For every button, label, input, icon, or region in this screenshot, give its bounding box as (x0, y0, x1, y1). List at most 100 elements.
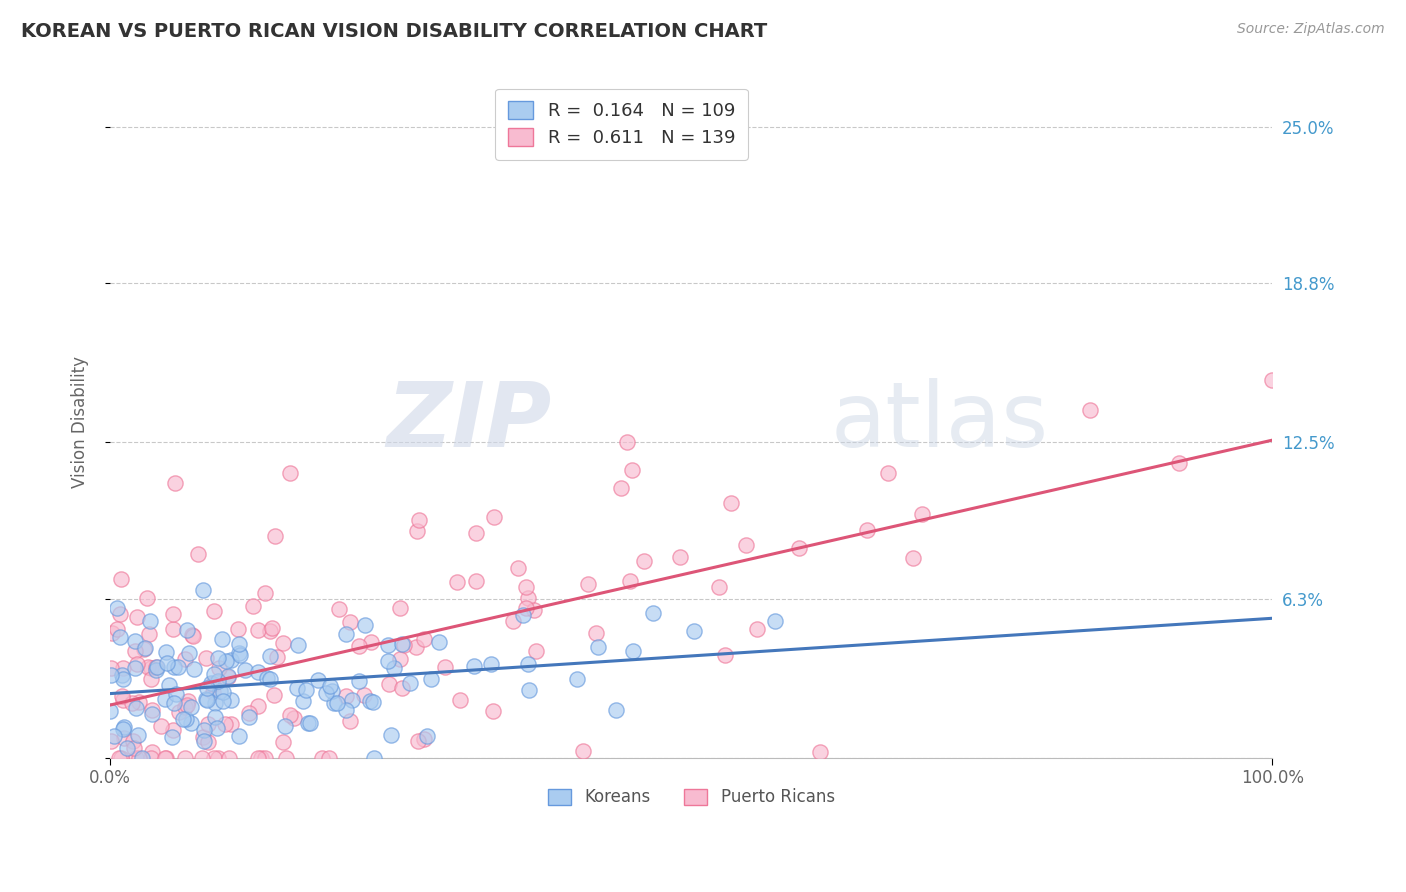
Point (619, 574, 641, 588)
Point (162, 622, 184, 636)
Point (115, 741, 138, 756)
Point (207, 673, 229, 688)
Point (412, 732, 434, 747)
Point (247, 665, 270, 680)
Point (157, 678, 180, 692)
Point (208, 683, 231, 698)
Point (377, 638, 399, 652)
Point (299, 715, 322, 730)
Point (517, 682, 540, 697)
Point (523, 603, 546, 617)
Point (526, 644, 548, 658)
Point (149, 719, 172, 733)
Point (191, 583, 214, 598)
Point (193, 723, 215, 738)
Point (420, 672, 443, 686)
Point (621, 643, 644, 657)
Point (323, 696, 346, 710)
Point (172, 712, 194, 726)
Point (215, 654, 238, 668)
Point (586, 640, 609, 654)
Point (353, 689, 375, 703)
Point (105, 622, 128, 636)
Point (141, 703, 163, 717)
Point (194, 691, 217, 706)
Point (326, 696, 349, 710)
Point (247, 624, 270, 638)
Point (98, 704, 121, 718)
Point (515, 581, 537, 595)
Point (219, 693, 242, 707)
Point (132, 641, 155, 656)
Point (197, 716, 219, 731)
Point (259, 624, 281, 639)
Point (208, 661, 231, 675)
Point (162, 607, 184, 622)
Point (211, 632, 233, 647)
Point (139, 750, 162, 764)
Point (100, 733, 122, 747)
Point (155, 645, 177, 659)
Point (108, 750, 131, 764)
Point (427, 635, 450, 649)
Point (228, 637, 250, 651)
Point (180, 715, 202, 730)
Text: atlas: atlas (831, 378, 1049, 466)
Point (242, 599, 264, 614)
Point (377, 654, 399, 668)
Point (162, 731, 184, 745)
Point (155, 656, 177, 670)
Point (382, 660, 405, 674)
Point (388, 651, 411, 665)
Point (145, 663, 167, 677)
Point (207, 750, 229, 764)
Point (218, 750, 240, 764)
Point (125, 701, 148, 715)
Point (449, 692, 471, 706)
Point (274, 719, 297, 733)
Point (877, 467, 900, 481)
Point (311, 750, 333, 764)
Point (506, 560, 529, 574)
Point (195, 693, 218, 707)
Point (616, 434, 638, 449)
Point (391, 681, 413, 695)
Point (405, 640, 427, 654)
Legend: Koreans, Puerto Ricans: Koreans, Puerto Ricans (541, 781, 841, 814)
Point (127, 728, 149, 742)
Point (278, 466, 301, 480)
Point (194, 651, 217, 665)
Point (297, 716, 319, 731)
Point (363, 750, 385, 764)
Point (446, 575, 468, 590)
Point (405, 524, 427, 538)
Point (360, 635, 382, 649)
Point (180, 699, 202, 714)
Point (482, 510, 505, 524)
Point (173, 652, 195, 666)
Point (191, 750, 214, 764)
Point (463, 658, 485, 673)
Point (260, 621, 283, 635)
Point (388, 600, 411, 615)
Point (111, 672, 134, 686)
Point (328, 602, 350, 616)
Point (340, 693, 363, 707)
Point (633, 554, 655, 568)
Point (125, 750, 148, 764)
Point (108, 630, 131, 644)
Point (479, 657, 502, 672)
Point (112, 731, 135, 745)
Point (266, 650, 288, 665)
Point (124, 633, 146, 648)
Point (515, 600, 537, 615)
Point (105, 601, 128, 615)
Point (571, 744, 593, 758)
Point (155, 750, 177, 764)
Point (720, 495, 742, 509)
Point (335, 689, 357, 703)
Point (319, 679, 342, 693)
Point (253, 585, 276, 599)
Point (173, 700, 195, 714)
Text: Source: ZipAtlas.com: Source: ZipAtlas.com (1237, 22, 1385, 37)
